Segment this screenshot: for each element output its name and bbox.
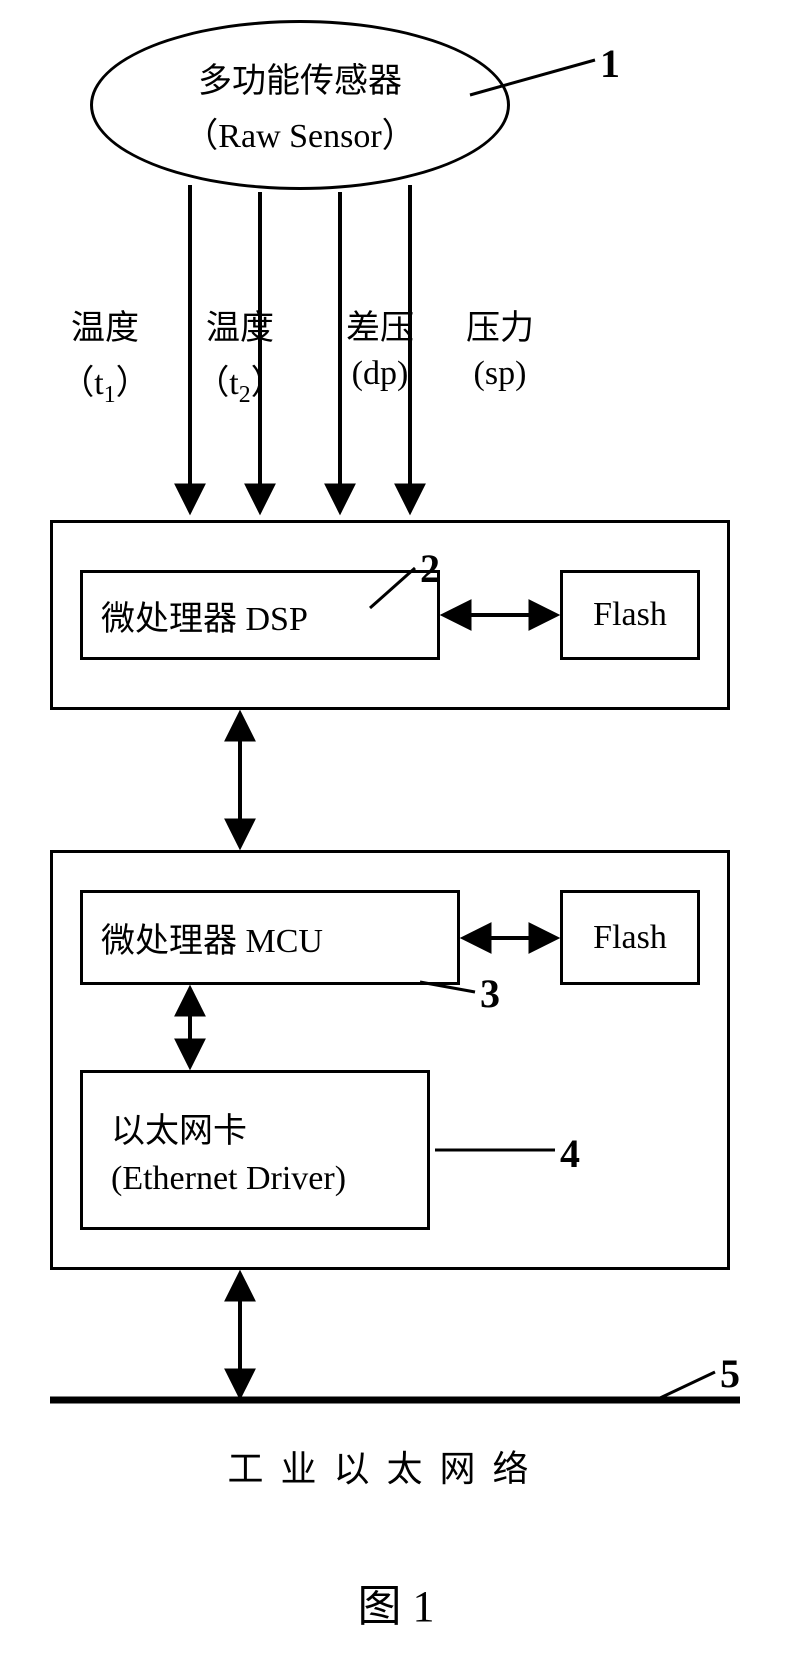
mcu-flash-label: Flash	[593, 919, 667, 957]
callout-2: 2	[420, 545, 440, 592]
ethernet-box: 以太网卡 (Ethernet Driver)	[80, 1070, 430, 1230]
eth-line1: 以太网卡	[111, 1103, 247, 1152]
callout-4: 4	[560, 1130, 580, 1177]
signal-sub: (dp)	[320, 355, 440, 393]
diagram-canvas: 多功能传感器 （Raw Sensor） 温度 （t1） 温度 （t2） 差压 (…	[0, 0, 792, 1676]
mcu-inner-box: 微处理器 MCU	[80, 890, 460, 985]
callout-1: 1	[600, 40, 620, 87]
signal-sub: （t1）	[40, 355, 170, 409]
signal-label: 压力	[440, 300, 560, 349]
dsp-flash-label: Flash	[593, 596, 667, 634]
signal-sp: 压力 (sp)	[440, 300, 560, 393]
mcu-flash-box: Flash	[560, 890, 700, 985]
mcu-label: 微处理器 MCU	[101, 913, 323, 962]
callout-5: 5	[720, 1350, 740, 1397]
network-label: 工 业 以 太 网 络	[100, 1440, 660, 1492]
signal-label: 温度	[175, 300, 305, 349]
callout-3: 3	[480, 970, 500, 1017]
arrows-overlay	[0, 0, 792, 1676]
signal-t2: 温度 （t2）	[175, 300, 305, 409]
dsp-inner-box: 微处理器 DSP	[80, 570, 440, 660]
dsp-label: 微处理器 DSP	[101, 591, 308, 640]
signal-sub: (sp)	[440, 355, 560, 393]
sensor-line1: 多功能传感器	[198, 53, 402, 102]
dsp-flash-box: Flash	[560, 570, 700, 660]
eth-line2: (Ethernet Driver)	[111, 1160, 346, 1198]
sensor-line2: （Raw Sensor）	[184, 108, 415, 157]
signal-t1: 温度 （t1）	[40, 300, 170, 409]
signal-label: 温度	[40, 300, 170, 349]
sensor-ellipse: 多功能传感器 （Raw Sensor）	[90, 20, 510, 190]
signal-sub: （t2）	[175, 355, 305, 409]
figure-caption: 图 1	[0, 1570, 792, 1634]
signal-dp: 差压 (dp)	[320, 300, 440, 393]
signal-label: 差压	[320, 300, 440, 349]
